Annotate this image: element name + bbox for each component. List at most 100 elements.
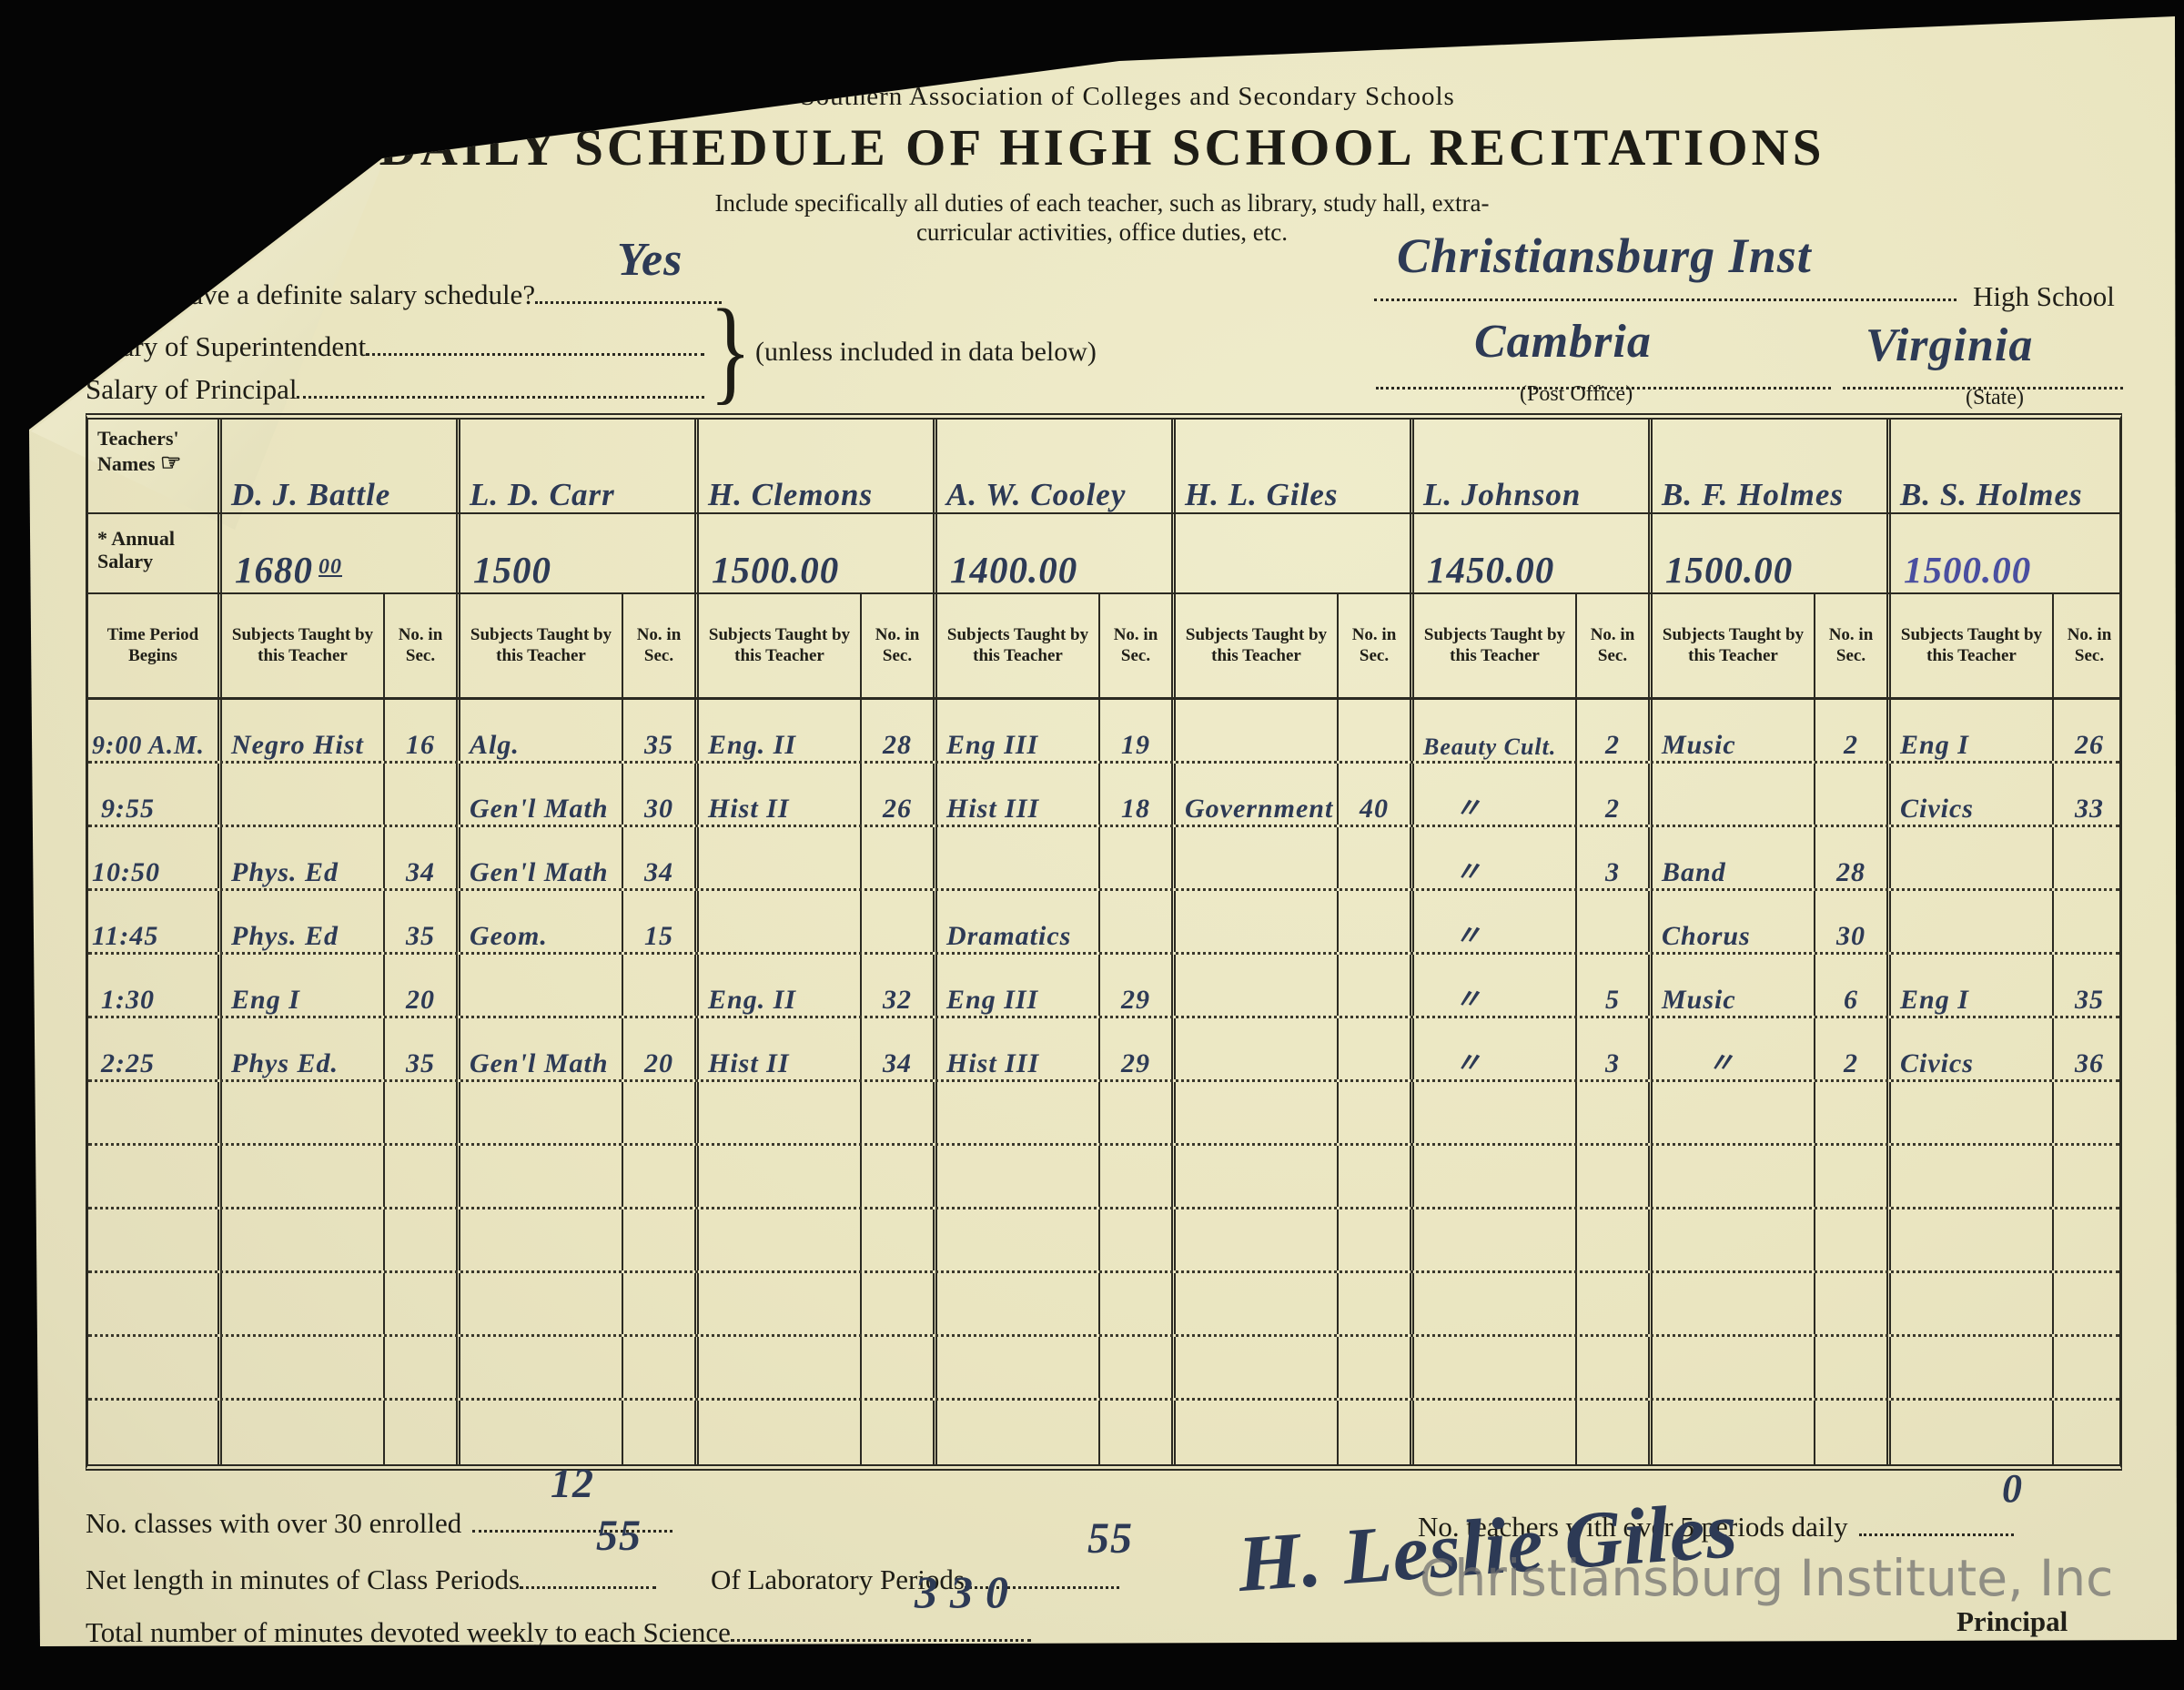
- schedule-row: 11:45 Phys. Ed 35 Geom. 15 Dramatics 〃 Cho…: [88, 891, 2119, 955]
- teacher-salary: 1450.00: [1427, 549, 1555, 591]
- time-cell: 2:25: [101, 1048, 155, 1078]
- sec-cell: [1337, 1018, 1410, 1079]
- over30-label: No. classes with over 30 enrolled: [86, 1507, 462, 1539]
- sec-cell: 18: [1098, 764, 1171, 825]
- sec-cell: 35: [383, 891, 456, 952]
- subject-cell: Eng I: [1900, 730, 1969, 760]
- principal-title-label: Principal: [1956, 1605, 2068, 1637]
- sec-header: No. in Sec.: [1814, 594, 1886, 697]
- post-office-value: Cambria: [1474, 316, 1652, 368]
- subject-cell: Gen'l Math: [470, 857, 609, 887]
- subject-cell: Civics: [1900, 1048, 1974, 1078]
- subject-cell: Dramatics: [946, 921, 1072, 951]
- subjects-header: Subjects Taught by this Teacher: [1900, 625, 2043, 665]
- time-period-header: Time Period Begins: [106, 625, 199, 665]
- sec-cell: 2: [1814, 1018, 1886, 1079]
- class-periods-row: Net length in minutes of Class Periods O…: [86, 1558, 1119, 1596]
- school-type-label: High School: [1973, 280, 2115, 312]
- subject-cell: [699, 827, 860, 888]
- subject-cell: [460, 955, 622, 1016]
- subject-cell: Eng. II: [708, 730, 797, 760]
- subject-cell: Alg.: [470, 730, 520, 760]
- teacher-salary: 1500: [473, 549, 551, 591]
- science-line: [730, 1611, 1031, 1642]
- subject-cell: Hist III: [946, 794, 1040, 824]
- state-value: Virginia: [1866, 319, 2034, 371]
- subject-cell: Geom.: [470, 921, 548, 951]
- principal-salary-row: Salary of Principal: [86, 368, 704, 406]
- subject-cell: Gen'l Math: [470, 794, 609, 824]
- over30-row: No. classes with over 30 enrolled: [86, 1502, 673, 1540]
- subtitle-line2: curricular activities, office duties, et…: [915, 218, 1289, 246]
- teacher-name: D. J. Battle: [231, 477, 391, 512]
- subject-cell: Eng I: [1900, 985, 1969, 1015]
- brace-note: (unless included in data below): [755, 337, 1097, 367]
- sec-cell: [2052, 891, 2125, 952]
- teacher-name: B. S. Holmes: [1900, 477, 2083, 512]
- time-cell: 11:45: [92, 921, 159, 951]
- subject-cell: Band: [1662, 857, 1726, 887]
- ditto-cell: 〃: [1454, 1048, 1482, 1078]
- superintendent-line: [366, 325, 704, 356]
- lab-periods-label: Of Laboratory Periods: [711, 1564, 965, 1595]
- subject-cell: [1176, 700, 1337, 761]
- schedule-row: 10:50 Phys. Ed 34 Gen'l Math 34 〃 3 Band 28: [88, 827, 2119, 891]
- salary-cents: 00: [318, 555, 342, 579]
- post-office-label: (Post Office): [1520, 382, 1633, 406]
- teacher-salary: 1500.00: [1665, 549, 1794, 591]
- subject-cell: Chorus: [1662, 921, 1751, 951]
- sec-cell: 2: [1814, 700, 1886, 761]
- time-cell: 10:50: [92, 857, 160, 887]
- sec-cell: 20: [383, 955, 456, 1016]
- empty-row: [88, 1209, 2119, 1273]
- ditto-cell: 〃: [1707, 1048, 1735, 1078]
- salary-schedule-line: [535, 273, 723, 304]
- empty-row: [88, 1273, 2119, 1337]
- subject-cell: [1176, 827, 1337, 888]
- sec-cell: [1337, 700, 1410, 761]
- teacher-name: L. Johnson: [1423, 477, 1582, 512]
- subject-cell: Civics: [1900, 794, 1974, 824]
- ditto-cell: 〃: [1454, 921, 1482, 951]
- subjects-header: Subjects Taught by this Teacher: [1423, 625, 1566, 665]
- over5-label: No. teachers with over 5 periods daily: [1418, 1511, 1848, 1543]
- over5-value: 0: [2002, 1466, 2023, 1511]
- sec-cell: 28: [860, 700, 933, 761]
- teacher-salary: [1176, 514, 1410, 592]
- subjects-header: Subjects Taught by this Teacher: [1185, 625, 1328, 665]
- salary-schedule-answer: Yes: [617, 234, 683, 286]
- sec-cell: 34: [383, 827, 456, 888]
- sec-cell: [1098, 891, 1171, 952]
- sec-cell: 34: [860, 1018, 933, 1079]
- subjects-header: Subjects Taught by this Teacher: [470, 625, 612, 665]
- sec-cell: 32: [860, 955, 933, 1016]
- sec-cell: 35: [383, 1018, 456, 1079]
- subject-cell: Beauty Cult.: [1423, 734, 1557, 760]
- science-row: Total number of minutes devoted weekly t…: [86, 1611, 1031, 1646]
- empty-row: [88, 1082, 2119, 1146]
- sec-cell: 40: [1337, 764, 1410, 825]
- subject-cell: [937, 827, 1098, 888]
- subject-cell: [222, 764, 383, 825]
- sec-cell: [383, 764, 456, 825]
- subject-cell: Music: [1662, 985, 1736, 1015]
- state-label: (State): [1966, 386, 2024, 410]
- lab-periods-line: [964, 1558, 1119, 1589]
- sec-cell: 34: [622, 827, 694, 888]
- page-title: DAILY SCHEDULE OF HIGH SCHOOL RECITATION…: [379, 119, 1825, 177]
- sec-cell: [1337, 891, 1410, 952]
- subject-cell: Eng I: [231, 985, 300, 1015]
- watermark: Christiansburg Institute, Inc: [1420, 1549, 2114, 1607]
- sec-cell: 3: [1575, 827, 1648, 888]
- state-line: [1843, 372, 2123, 390]
- sec-cell: [2052, 827, 2125, 888]
- schedule-row: 9:55 Gen'l Math 30 Hist II 26 Hist III 18 G…: [88, 764, 2119, 827]
- subjects-header: Subjects Taught by this Teacher: [946, 625, 1089, 665]
- names-row: Teachers' Names ☞ D. J. Battle L. D. Car…: [88, 420, 2119, 514]
- sec-header: No. in Sec.: [383, 594, 456, 697]
- sec-header: No. in Sec.: [2052, 594, 2125, 697]
- subject-cell: Phys. Ed: [231, 921, 339, 951]
- subject-cell: [1891, 827, 2052, 888]
- salary-schedule-label: Do you have a definite salary schedule?: [86, 278, 536, 310]
- teacher-name: H. L. Giles: [1185, 477, 1339, 512]
